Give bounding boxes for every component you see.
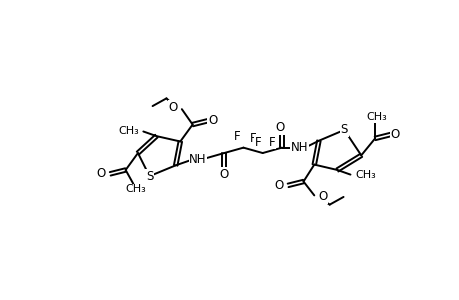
Text: O: O (96, 167, 106, 180)
Text: CH₃: CH₃ (355, 169, 376, 180)
Text: O: O (207, 114, 217, 127)
Text: NH: NH (290, 141, 308, 154)
Text: O: O (274, 179, 283, 192)
Text: S: S (340, 123, 347, 136)
Text: O: O (219, 168, 228, 181)
Text: CH₃: CH₃ (125, 184, 146, 194)
Text: NH: NH (189, 153, 207, 166)
Text: O: O (390, 128, 399, 141)
Text: CH₃: CH₃ (365, 112, 386, 122)
Text: O: O (275, 121, 285, 134)
Text: O: O (318, 190, 327, 203)
Text: O: O (168, 101, 178, 114)
Text: F: F (254, 136, 261, 149)
Text: CH₃: CH₃ (118, 127, 139, 136)
Text: F: F (234, 130, 240, 143)
Text: S: S (146, 169, 153, 183)
Text: F: F (249, 132, 256, 145)
Text: F: F (268, 136, 274, 149)
